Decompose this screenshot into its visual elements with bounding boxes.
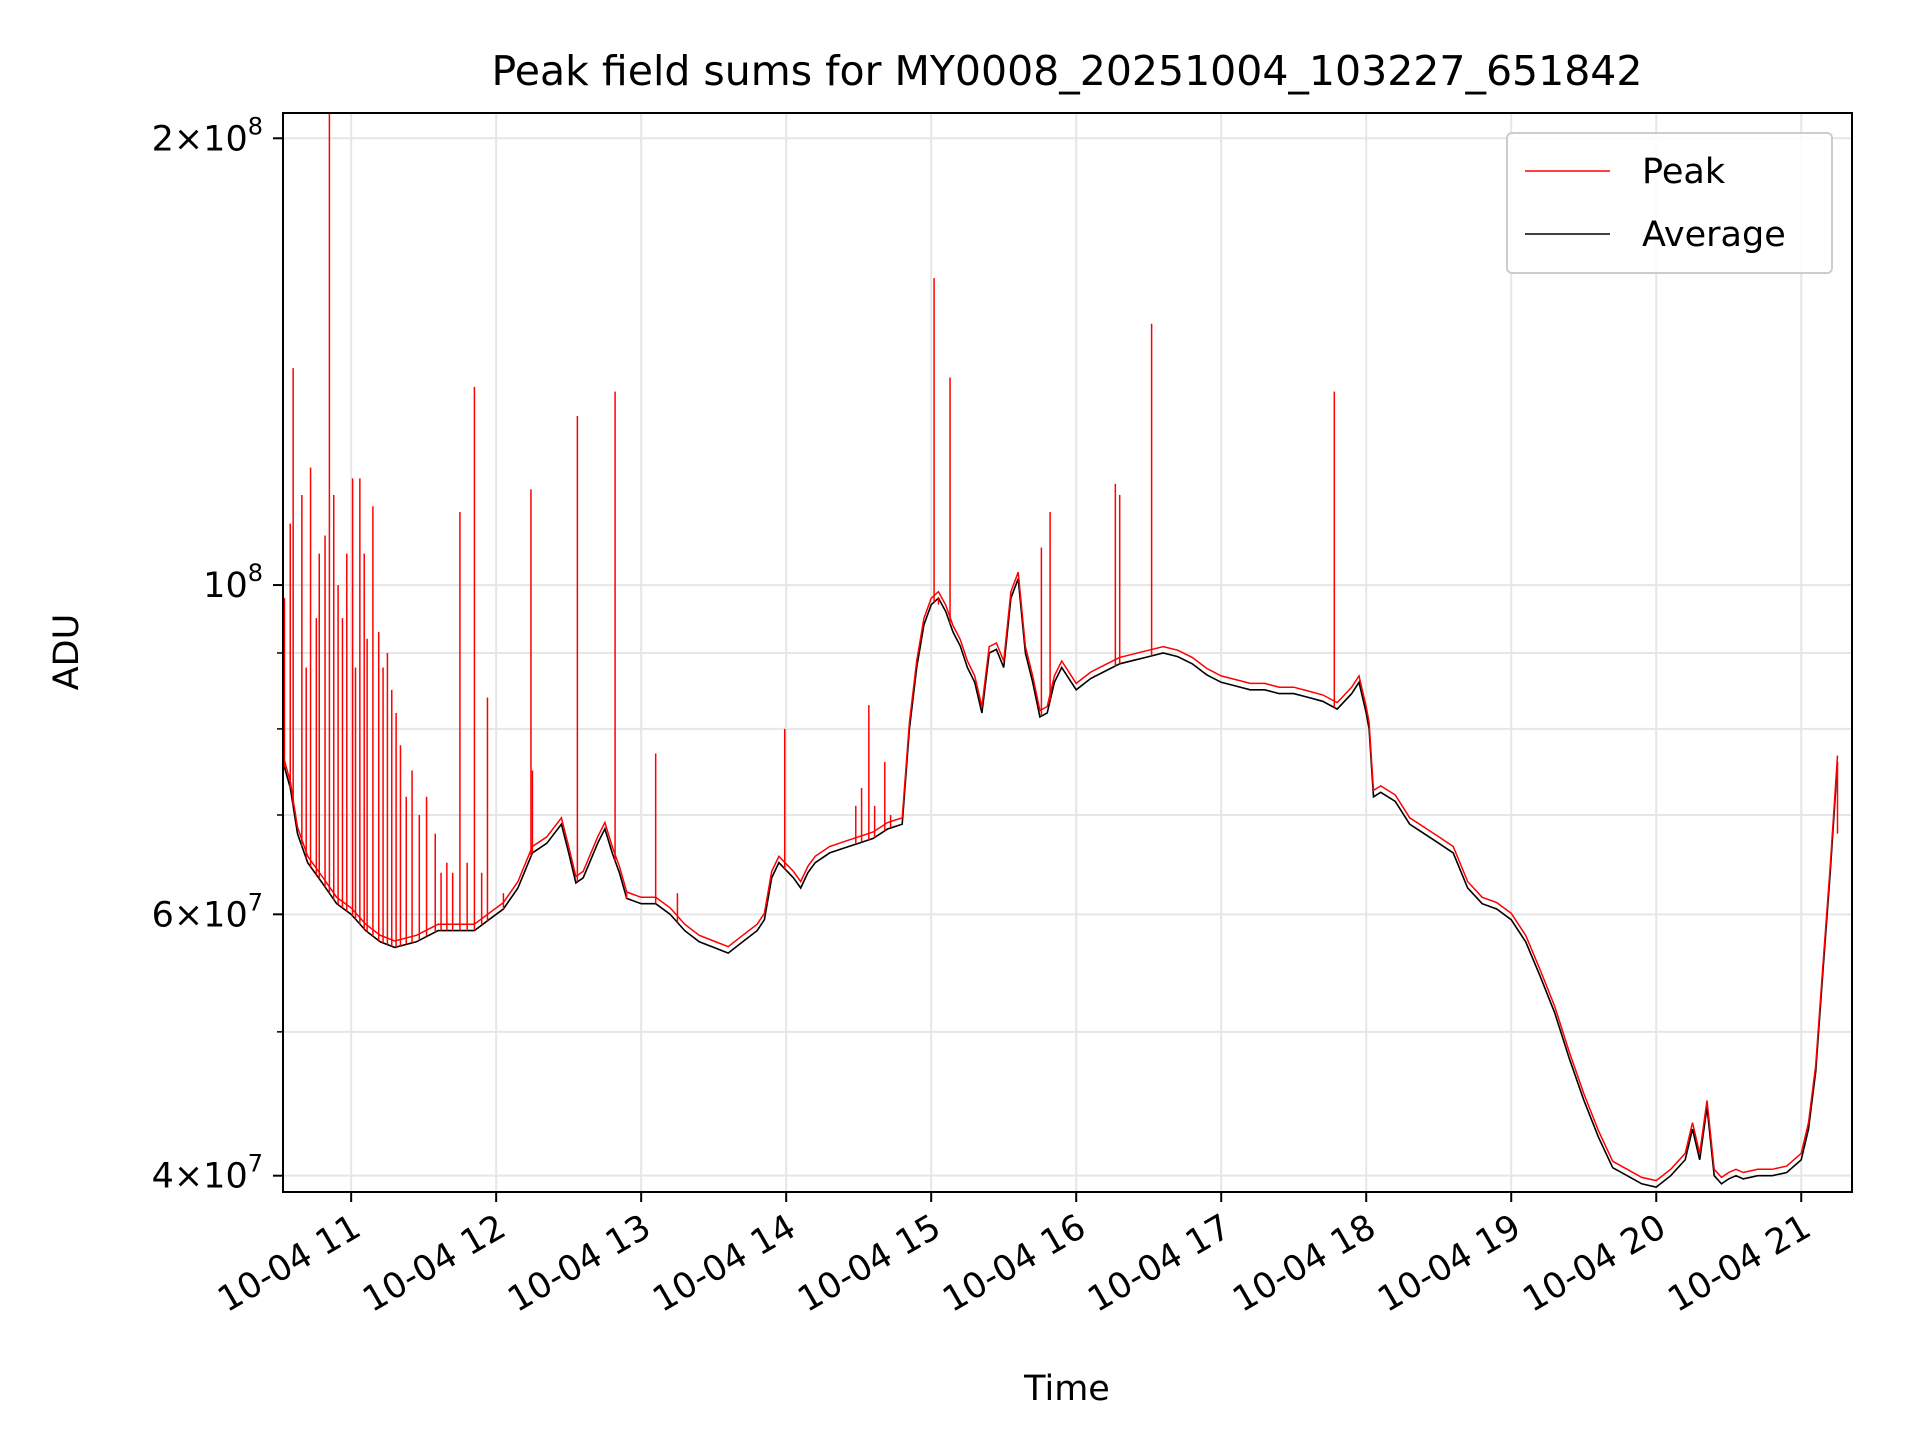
legend-average-label: Average — [1642, 215, 1786, 255]
average-series — [282, 578, 1839, 1188]
y-tick-label: 6×107 — [152, 888, 263, 935]
y-tick-base: 10 — [203, 1157, 248, 1197]
x-axis-label: Time — [1023, 1369, 1110, 1409]
y-tick-mantissa: 6× — [152, 895, 204, 935]
chart-title: Peak field sums for MY0008_20251004_1032… — [492, 47, 1643, 95]
y-tick-base: 10 — [203, 566, 248, 606]
peak-series — [282, 113, 1839, 1182]
y-axis-label: ADU — [47, 614, 87, 691]
y-tick-exponent: 7 — [248, 888, 263, 916]
legend-box — [1506, 132, 1833, 274]
legend-peak-label: Peak — [1642, 152, 1726, 192]
legend: Peak Average — [1506, 132, 1833, 274]
grid — [283, 113, 1852, 1192]
y-tick-mantissa: 2× — [152, 119, 204, 159]
y-tick-base: 10 — [203, 895, 248, 935]
y-tick-exponent: 8 — [248, 112, 263, 140]
y-tick-label: 2×108 — [152, 112, 263, 159]
average-line — [282, 578, 1839, 1188]
peak-line — [282, 571, 1839, 1182]
y-tick-label: 108 — [203, 559, 263, 606]
y-tick-base: 10 — [203, 119, 248, 159]
y-tick-exponent: 8 — [248, 559, 263, 587]
y-tick-label: 4×107 — [152, 1150, 263, 1197]
y-tick-exponent: 7 — [248, 1150, 263, 1178]
y-tick-mantissa: 4× — [152, 1157, 204, 1197]
